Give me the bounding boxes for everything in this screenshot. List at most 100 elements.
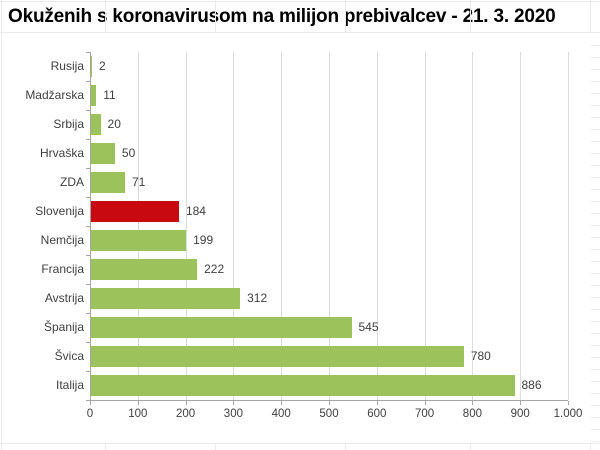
category-label: Italija [55,378,84,392]
spreadsheet-gridline [470,0,471,32]
spreadsheet-gridline [590,0,591,32]
plot-gridline [424,52,426,400]
x-tick-label: 700 [415,408,435,420]
spreadsheet-gridline [591,345,600,346]
bar [91,230,187,251]
spreadsheet-gridline [591,333,600,334]
x-axis-tick [137,401,139,405]
spreadsheet-gridline [591,153,600,154]
spreadsheet-gridline [105,0,106,32]
y-axis-tick [86,313,90,314]
plot-gridline [520,52,522,400]
spreadsheet-gridline [591,249,600,250]
y-axis-tick [86,110,90,111]
x-axis-tick [376,401,378,405]
x-axis-tick [185,401,187,405]
x-axis-tick [520,401,522,405]
category-label: Francija [41,262,84,276]
spreadsheet-gridline [591,405,600,406]
bar [91,259,198,280]
y-axis-tick [86,371,90,372]
spreadsheet-gridline [591,117,600,118]
bar [91,375,515,396]
value-label: 11 [103,88,116,102]
bar [91,114,101,135]
category-label: Madžarska [25,88,84,102]
spreadsheet-gridline [591,429,600,430]
value-label: 312 [247,291,268,305]
bar [91,172,125,193]
spreadsheet-gridline [1,0,2,450]
category-label: Srbija [53,117,84,131]
category-label: Avstrija [44,291,84,305]
plot-gridline [233,52,235,400]
spreadsheet-gridline [591,201,600,202]
spreadsheet-gridline [591,273,600,274]
x-axis-tick [472,401,474,405]
y-axis [90,52,91,401]
spreadsheet-gridline [591,297,600,298]
spreadsheet-gridline [591,285,600,286]
plot-gridline [185,52,187,400]
spreadsheet-gridline [215,0,216,32]
y-axis-tick [86,81,90,82]
spreadsheet-gridline [0,32,600,33]
x-axis-tick [568,401,569,405]
spreadsheet-gridline [345,0,346,32]
spreadsheet-gridline [591,213,600,214]
spreadsheet-gridline [591,45,600,46]
spreadsheet-gridline [590,443,591,450]
plot-gridline [472,52,474,400]
x-axis [90,400,568,401]
category-label: Rusija [50,59,84,73]
y-axis-tick [86,197,90,198]
bar [91,56,92,77]
spreadsheet-gridline [591,261,600,262]
value-label: 2 [99,59,106,73]
plot-gridline [281,52,283,400]
spreadsheet-gridline [0,1,600,2]
spreadsheet-gridline [345,443,346,450]
spreadsheet-gridline [591,357,600,358]
x-axis-tick [424,401,426,405]
spreadsheet-gridline [591,69,600,70]
y-axis-tick [86,342,90,343]
bar [91,143,115,164]
category-label: Španija [43,320,84,334]
x-tick-label: 500 [319,408,339,420]
y-axis-tick [86,255,90,256]
plot-gridline [568,52,569,400]
bar [91,201,179,222]
value-label: 71 [131,175,146,189]
spreadsheet-gridline [591,177,600,178]
x-axis-tick [233,401,235,405]
value-label: 780 [470,349,491,363]
value-label: 184 [185,204,206,218]
spreadsheet-gridline [591,393,600,394]
y-axis-tick [86,168,90,169]
x-axis-tick [329,401,330,405]
spreadsheet-gridline [105,443,106,450]
spreadsheet-gridline [591,417,600,418]
x-tick-label: 900 [510,408,530,420]
spreadsheet-gridline [591,129,600,130]
value-label: 20 [107,117,121,131]
spreadsheet-gridline [591,441,600,442]
category-label: Švica [54,349,84,363]
category-label: Hrvaška [39,146,84,160]
spreadsheet-gridline [591,81,600,82]
x-tick-label: 600 [367,408,387,420]
bar [91,317,352,338]
bar [91,346,464,367]
y-axis-tick [86,284,90,285]
spreadsheet-gridline [591,93,600,94]
spreadsheet-gridline [215,443,216,450]
spreadsheet-gridline [591,225,600,226]
category-label: Nemčija [40,233,84,247]
y-axis-tick [86,400,90,401]
spreadsheet-gridline [591,321,600,322]
x-tick-label: 200 [176,408,196,420]
x-tick-label: 800 [462,408,482,420]
x-tick-label: 400 [271,408,291,420]
